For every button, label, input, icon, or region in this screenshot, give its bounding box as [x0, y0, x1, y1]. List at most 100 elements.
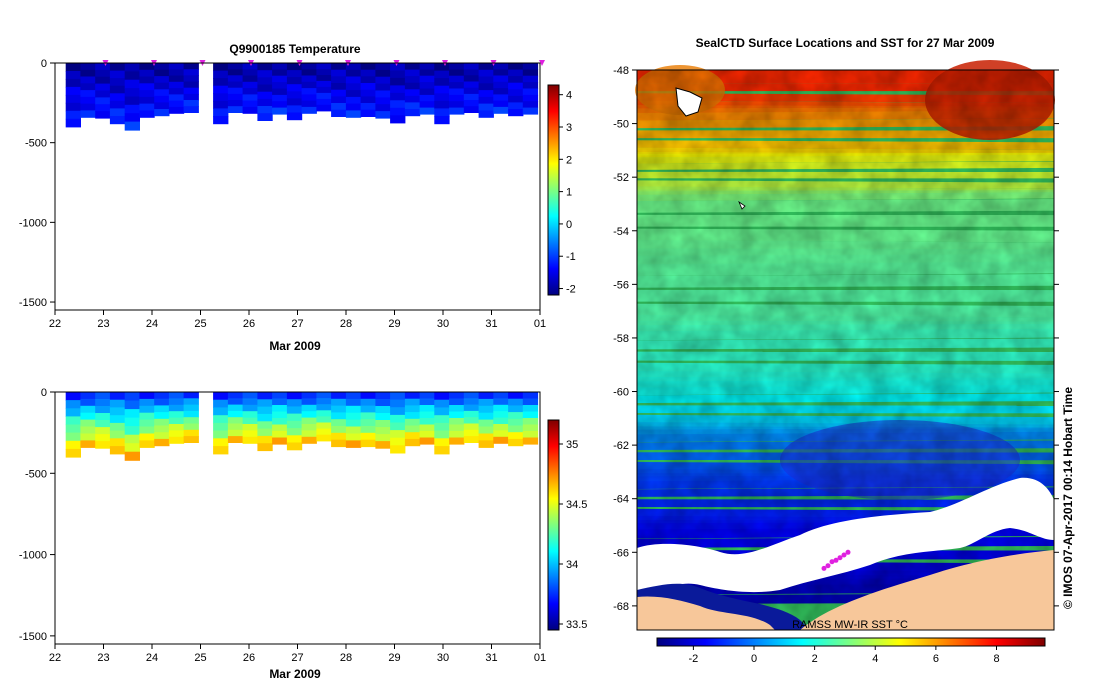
section-cell	[478, 398, 494, 407]
section-cell	[65, 432, 81, 442]
section-cell	[331, 83, 347, 91]
section-cell	[213, 63, 229, 72]
y-tick-label: -500	[25, 468, 47, 480]
x-tick-label: 30	[437, 652, 449, 664]
section-cell	[478, 433, 494, 441]
section-cell	[522, 88, 539, 96]
section-cell	[154, 95, 170, 104]
section-cell	[331, 63, 347, 71]
section-cell	[463, 429, 480, 437]
section-cell	[360, 405, 376, 413]
section-cell	[419, 94, 435, 102]
y-tick-label: -500	[25, 138, 47, 150]
section-cell	[463, 69, 480, 76]
section-cell	[419, 431, 435, 439]
section-cell	[109, 70, 126, 79]
section-cell	[109, 438, 126, 447]
section-cell	[242, 81, 258, 89]
section-cell	[139, 69, 155, 78]
section-cell	[109, 430, 126, 439]
colorbar-tick-label: 4	[566, 90, 572, 102]
section-cell	[404, 95, 421, 104]
section-cell	[286, 435, 303, 444]
section-cell	[213, 100, 229, 109]
section-cell	[65, 86, 81, 96]
section-cell	[183, 93, 199, 101]
section-cell	[375, 63, 391, 71]
section-cell	[522, 405, 539, 413]
section-cell	[95, 399, 111, 407]
lat-tick-label: -54	[613, 226, 629, 238]
section-cell	[404, 438, 421, 447]
section-cell	[404, 76, 421, 84]
section-cell	[522, 437, 539, 445]
section-cell	[375, 83, 391, 92]
section-cell	[95, 427, 111, 435]
section-cell	[80, 76, 96, 84]
section-cell	[493, 75, 509, 83]
section-cell	[478, 90, 494, 98]
section-cell	[227, 423, 244, 431]
section-cell	[272, 94, 288, 102]
section-cell	[139, 392, 155, 400]
section-cell	[109, 108, 126, 117]
section-cell	[463, 398, 480, 406]
section-cell	[139, 110, 155, 118]
section-cell	[257, 413, 273, 422]
section-cell	[463, 404, 480, 412]
section-cell	[404, 392, 421, 400]
section-cell	[345, 90, 362, 98]
section-cell	[183, 87, 199, 95]
section-cell	[154, 109, 170, 117]
section-cell	[168, 63, 185, 70]
section-cell	[493, 436, 509, 444]
section-cell	[404, 425, 421, 433]
section-cell	[286, 77, 303, 85]
section-cell	[272, 418, 288, 426]
section-cell	[168, 75, 185, 83]
section-cell	[242, 417, 258, 425]
section-cell	[419, 398, 435, 406]
x-tick-label: 29	[388, 652, 400, 664]
salinity-y-axis: 0 -500 -1000 -1500	[19, 387, 55, 643]
section-cell	[375, 399, 391, 407]
section-cell	[183, 429, 199, 437]
section-cell	[272, 411, 288, 419]
section-cell	[257, 98, 273, 107]
section-cell	[345, 419, 362, 428]
section-cell	[257, 428, 273, 437]
section-cell	[80, 69, 96, 78]
section-cell	[286, 413, 303, 422]
section-cell	[124, 79, 140, 89]
salinity-x-axis: 22 23 24 25 26 27 28 29 30 31 01	[49, 644, 546, 664]
section-cell	[316, 63, 332, 70]
section-cell	[168, 404, 185, 412]
section-cell	[124, 400, 140, 410]
section-cell	[242, 430, 258, 438]
section-cell	[508, 63, 524, 71]
section-cell	[316, 434, 332, 442]
section-cell	[522, 94, 539, 102]
lat-tick-label: -66	[613, 547, 629, 559]
section-cell	[419, 392, 435, 400]
section-cell	[95, 420, 111, 428]
section-cell	[80, 83, 96, 91]
section-cell	[139, 63, 155, 71]
section-cell	[95, 111, 111, 119]
section-cell	[95, 413, 111, 421]
section-cell	[124, 88, 140, 98]
section-cell	[316, 392, 332, 399]
seal-surface-point	[829, 559, 835, 565]
section-cell	[508, 425, 524, 433]
section-cell	[213, 108, 229, 117]
section-cell	[463, 106, 480, 113]
salinity-panel: 0 -500 -1000 -1500 22 23 24 25 26 27 28 29 30 31 01 M…	[19, 387, 588, 681]
y-tick-label: -1500	[19, 631, 47, 643]
lat-tick-label: -64	[613, 494, 629, 506]
section-cell	[257, 63, 273, 71]
section-cell	[390, 445, 406, 454]
section-cell	[272, 431, 288, 439]
section-cell	[109, 415, 126, 424]
section-cell	[375, 441, 391, 449]
section-cell	[375, 427, 391, 435]
